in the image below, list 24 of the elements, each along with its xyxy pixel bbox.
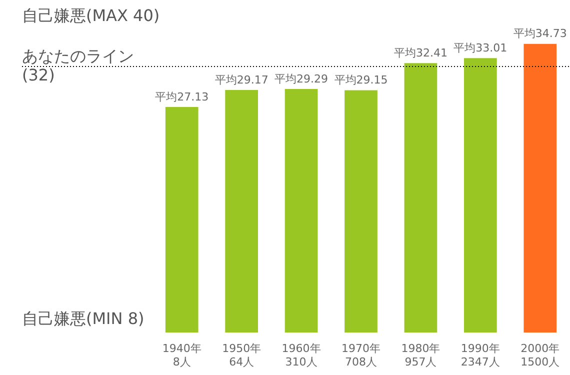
bar	[344, 90, 378, 333]
x-tick-label: 1950年 64人	[222, 342, 262, 368]
bar	[284, 89, 318, 333]
data-label: 平均29.15	[334, 74, 388, 87]
data-label: 平均33.01	[454, 41, 508, 54]
x-tick-label: 1970年 708人	[342, 342, 380, 368]
x-tick-label: 2000年 1500人	[520, 342, 560, 368]
bar	[464, 58, 497, 333]
bar	[165, 107, 198, 333]
x-tick-label: 1980年 957人	[401, 342, 440, 368]
text: 自己嫌悪(MAX 40)	[22, 6, 160, 26]
data-label: 平均32.41	[394, 46, 448, 60]
x-tick-label: 1940年 8人	[162, 342, 202, 368]
bar	[524, 44, 557, 333]
data-label: 平均29.17	[214, 73, 268, 86]
bar	[404, 63, 438, 333]
x-tick-label: 1990年 2347人	[460, 342, 500, 368]
data-label: 平均34.73	[513, 27, 567, 40]
data-label: 平均29.29	[274, 72, 328, 86]
ref-line-label: あなたのライン (32)	[22, 46, 134, 85]
x-tick-label: 1960年 310人	[282, 342, 321, 368]
text: 自己嫌悪(MIN 8)	[22, 308, 144, 328]
data-label: 平均27.13	[155, 90, 209, 104]
bar	[225, 90, 258, 333]
